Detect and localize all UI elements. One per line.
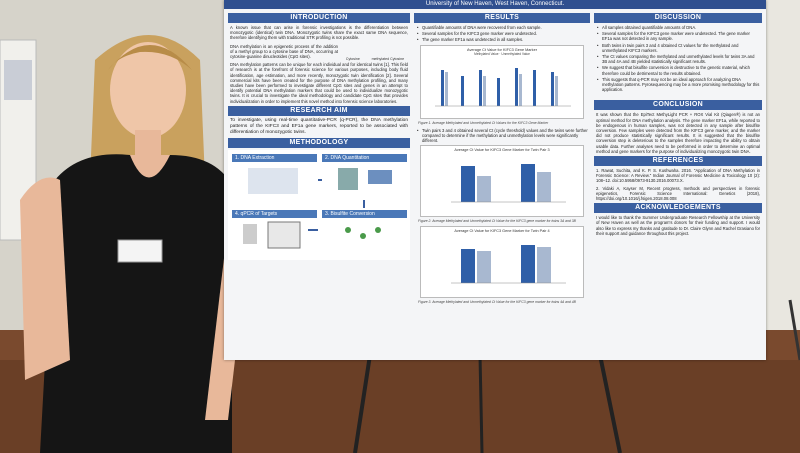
section-heading: RESEARCH AIM [228, 105, 410, 116]
figure-label: methylated Cytosine [371, 57, 405, 62]
reference: 2. Vidaki A, Kayser M, Recent progress, … [596, 185, 760, 202]
figure: Average Ct Value for KIFC3 Gene Marker f… [420, 145, 584, 218]
section-heading: DISCUSSION [594, 13, 762, 23]
paragraph: I would like to thank the Summer Undergr… [596, 215, 760, 236]
section-heading: ACKNOWLEDGEMENTS [594, 203, 762, 214]
bullet: Several samples for the KIFC3 gene marke… [597, 31, 760, 41]
section-heading: RESULTS [414, 13, 590, 23]
section-heading: CONCLUSION [594, 100, 762, 111]
figure: Average Ct Value for KIFC3 Gene Marker f… [420, 226, 584, 299]
method-step: 4. qPCR of Targets [232, 209, 317, 218]
figure-title: Average Ct Value for KIFC3 Gene Marker f… [454, 229, 550, 234]
section-heading: METHODOLOGY [228, 137, 410, 148]
legend-entry: Methylated Value [474, 51, 499, 56]
bullet: We suggest that bisulfite conversion is … [597, 65, 760, 75]
section-heading: REFERENCES [594, 156, 762, 167]
poster: University of New Haven, West Haven, Con… [224, 0, 766, 360]
bullet: Twin pairs 3 and 4 obtained several Ct (… [417, 128, 588, 144]
decorative-bars [451, 245, 566, 284]
right-column: DISCUSSION All samples obtained quantifi… [594, 11, 762, 238]
legend-entry: Unmethylated Value [501, 51, 530, 56]
caption: Figure 3. Average Methylated and Unmethy… [418, 300, 576, 305]
figure-title: Average Ct Value for KIFC3 Gene Marker f… [454, 148, 550, 153]
method-step: 1. DNA Extraction [232, 153, 317, 162]
paragraph: DNA methylation is an epigenetic process… [230, 43, 338, 60]
caption: Figure 1. Average Methylated and Unmethy… [418, 120, 549, 125]
bullet: The gene marker EF1a was undetected in a… [417, 37, 588, 42]
figure-label: Cytosine [345, 57, 360, 62]
legend: Methylated Value · Unmethylated Value [474, 51, 530, 56]
paragraph: It was shown that the EpiTect MethyLight… [596, 112, 760, 154]
caption: Figure 2. Average Methylated and Unmethy… [418, 219, 576, 224]
bullet: This suggests that q-PCR may not be an i… [597, 77, 760, 93]
bullet: The Ct values comparing the methylated a… [597, 54, 760, 64]
decorative-bars [451, 164, 566, 203]
left-column: INTRODUCTION A known issue that can aris… [228, 11, 410, 260]
method-icons [243, 167, 392, 249]
bullet: Both twins in twin pairs 3 and 4 obtaine… [597, 43, 760, 53]
bullet: Several samples for the KIFC3 gene marke… [417, 31, 588, 36]
middle-column: RESULTS Quantifiable amounts of DNA were… [414, 11, 590, 307]
paragraph: DNA methylation patterns can be unique f… [230, 62, 408, 104]
poster-header: University of New Haven, West Haven, Con… [224, 0, 766, 9]
paragraph: A known issue that can arise in forensic… [230, 25, 408, 41]
method-step: 3. Bisulfite Conversion [322, 209, 407, 218]
bullet: All samples obtained quantifiable amount… [597, 25, 760, 30]
reference: 1. Rawat, Suchita, and K. P. S. Kushwaha… [596, 168, 760, 184]
figure-title: Average Ct Value for KIFC3 Gene Marker [467, 47, 537, 52]
intro-row: DNA methylation is an epigenetic process… [228, 43, 410, 62]
paragraph: To investigate, using real-time quantita… [230, 117, 408, 135]
figure: Average Ct Value for KIFC3 Gene Marker M… [420, 44, 584, 119]
molecule-figure: Cytosine methylated Cytosine [340, 43, 410, 62]
methodology-diagram: 1. DNA Extraction 2. DNA Quantitation 3.… [228, 149, 410, 260]
section-heading: INTRODUCTION [228, 13, 410, 23]
method-step: 2. DNA Quantitation [322, 153, 407, 162]
decorative-bars [435, 67, 571, 106]
bullet: Quantifiable amounts of DNA were recover… [417, 25, 588, 30]
